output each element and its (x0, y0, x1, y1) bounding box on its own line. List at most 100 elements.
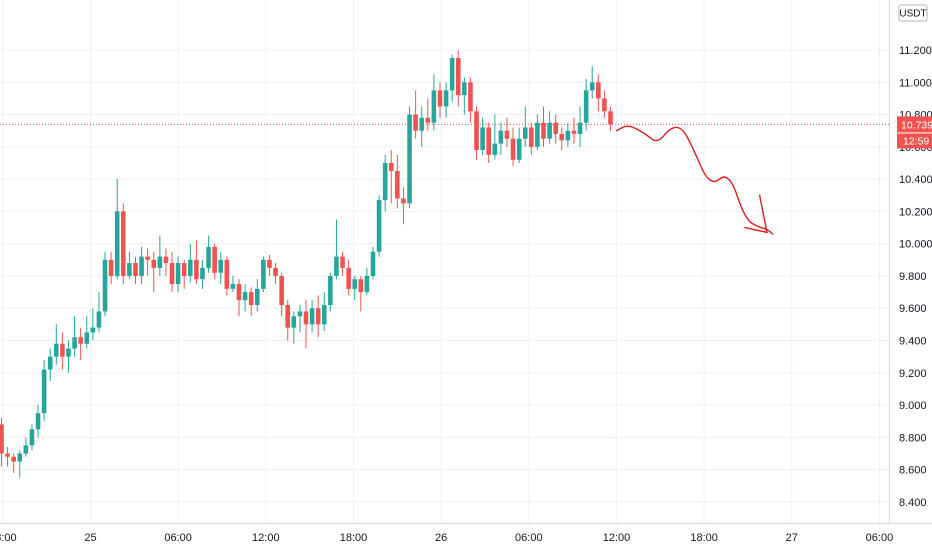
candle-body (516, 138, 522, 160)
price-tick-label: 8.400 (899, 497, 927, 509)
candle (480, 117, 485, 155)
candle-body (382, 162, 388, 201)
price-axis[interactable]: USDT 8.400 8.600 8.800 9.000 9.200 9.400 9.600… (889, 0, 932, 523)
candle-body (328, 275, 333, 306)
candle (133, 256, 138, 285)
candle (346, 259, 351, 296)
candle-body (352, 279, 358, 289)
candle (468, 77, 473, 123)
freehand-arrow-drawing[interactable] (615, 125, 774, 235)
candle-body (230, 284, 236, 289)
currency-button[interactable]: USDT (898, 4, 928, 22)
time-axis[interactable]: 18:00 25 06:00 12:00 18:00 26 06:00 12:00 18:00 2… (0, 523, 932, 550)
candle-body (577, 122, 583, 134)
time-tick-label: 06:00 (515, 532, 543, 544)
candle (151, 251, 157, 293)
candle (608, 106, 613, 131)
candle (41, 359, 47, 422)
candle-body (559, 133, 565, 141)
price-tick-label: 8.600 (899, 465, 927, 477)
candle (498, 122, 504, 155)
candle (60, 332, 65, 370)
candle (583, 79, 589, 131)
price-tick-label: 9.400 (899, 336, 927, 348)
candle (297, 305, 303, 333)
candle (236, 279, 242, 317)
candle-body (139, 256, 144, 276)
candle (443, 82, 449, 118)
candle-body (218, 259, 224, 273)
candle-body (29, 429, 35, 446)
candle-body (376, 200, 382, 252)
candle (267, 254, 272, 276)
candle (388, 150, 394, 204)
candle-body (236, 284, 242, 301)
candle-body (145, 256, 150, 260)
candle (474, 106, 479, 160)
price-tick-label: 8.800 (899, 432, 927, 444)
candle-body (297, 311, 303, 317)
candle (169, 251, 175, 293)
candle (78, 327, 83, 360)
candle (559, 127, 565, 151)
candle (309, 300, 315, 333)
candle-body (0, 424, 4, 454)
time-tick-label: 18:00 (340, 532, 368, 544)
candle (206, 235, 211, 273)
candle-body (60, 343, 65, 357)
candle (17, 450, 23, 478)
candle-body (437, 90, 443, 107)
candle-body (510, 138, 516, 160)
candle-body (194, 259, 199, 280)
candle (492, 114, 498, 160)
candle-body (96, 311, 102, 328)
candle (358, 275, 364, 312)
candle (114, 179, 120, 280)
candle (108, 251, 114, 285)
countdown-tag (897, 133, 932, 149)
candle (181, 259, 187, 289)
candle-body (41, 369, 47, 414)
candle (596, 74, 601, 112)
candle (425, 98, 431, 131)
candle-body (498, 130, 504, 144)
time-tick-label: 12:00 (252, 532, 280, 544)
candle-body (254, 288, 260, 306)
candle-countdown: 12:59 (903, 135, 929, 147)
candle-body (273, 267, 278, 276)
candle (455, 50, 461, 107)
candle (224, 256, 230, 296)
candle-body (504, 130, 510, 139)
candle (285, 300, 291, 341)
candle (35, 405, 41, 438)
candle (504, 117, 510, 147)
candle (291, 311, 297, 344)
price-tick-label: 9.800 (899, 271, 927, 283)
candle (127, 251, 132, 280)
candle (315, 295, 321, 338)
candle-body (455, 58, 461, 96)
candle-body (206, 246, 211, 268)
candle-body (17, 453, 23, 462)
candle-body (474, 111, 479, 151)
time-tick-label: 06:00 (164, 532, 192, 544)
candle-body (5, 453, 10, 457)
candle-body (547, 122, 552, 139)
candle (0, 417, 4, 467)
price-tick-label: 10.200 (899, 206, 932, 218)
candle (157, 235, 163, 276)
candle (510, 127, 516, 167)
candle-body (340, 256, 345, 268)
candle (212, 243, 217, 280)
candle-body (370, 251, 376, 276)
candle (334, 219, 339, 280)
candle-body (187, 259, 193, 276)
candle-body (151, 259, 157, 268)
time-tick-label: 26 (435, 532, 447, 544)
arrow-head-stroke (758, 194, 768, 234)
candle (96, 292, 102, 333)
candle-body (163, 256, 169, 264)
time-tick-label: 18:00 (0, 532, 17, 544)
candle-body (54, 343, 59, 357)
